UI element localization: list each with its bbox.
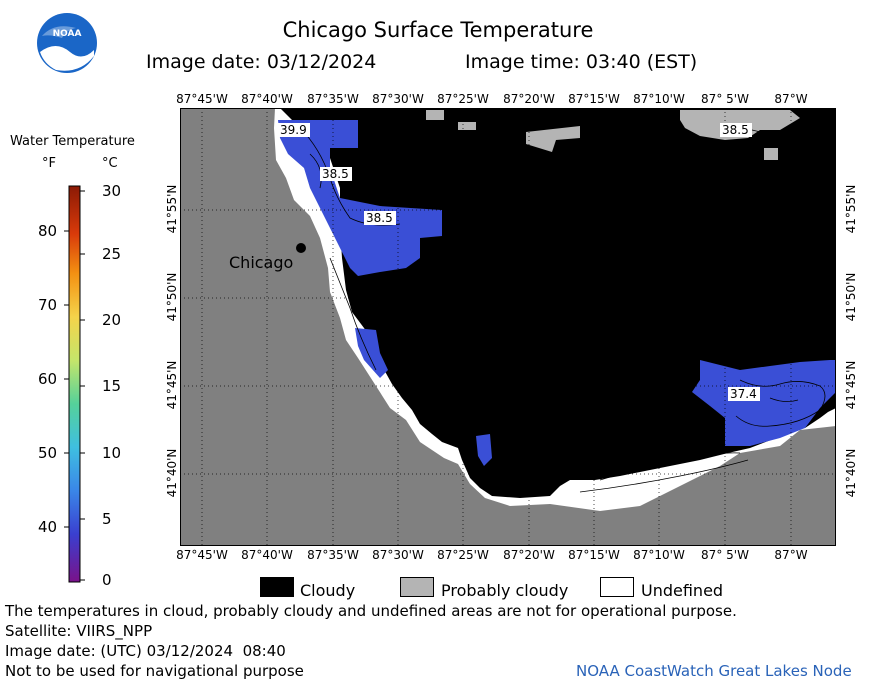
contour-label-box bbox=[364, 211, 396, 225]
lat-label-left: 41°45'N bbox=[165, 360, 179, 410]
lon-label-top: 87°W bbox=[774, 92, 808, 106]
lon-label-top: 87°10'W bbox=[633, 92, 685, 106]
lon-label-top: 87°40'W bbox=[241, 92, 293, 106]
noaa-logo: NOAA bbox=[37, 13, 97, 73]
probably-cloudy-patch bbox=[526, 126, 580, 152]
lon-label-bottom: 87°45'W bbox=[176, 548, 228, 562]
image-time: Image time: 03:40 (EST) bbox=[465, 51, 698, 73]
colorbar-label-c: 0 bbox=[102, 571, 112, 589]
satellite-text: Satellite: VIIRS_NPP bbox=[5, 622, 153, 640]
lon-label-bottom: 87°25'W bbox=[437, 548, 489, 562]
legend-label-probably-cloudy: Probably cloudy bbox=[441, 581, 569, 600]
noaa-logo-text: NOAA bbox=[53, 29, 82, 39]
colorbar-label-f: 80 bbox=[38, 222, 58, 240]
legend-swatch-undefined bbox=[600, 577, 634, 597]
lon-label-top: 87°35'W bbox=[307, 92, 359, 106]
contour-label: 38.5 bbox=[322, 167, 349, 181]
colorbar-label-c: 5 bbox=[102, 510, 112, 528]
contour-label-box bbox=[720, 123, 752, 137]
lon-label-top: 87°45'W bbox=[176, 92, 228, 106]
probably-cloudy-patch bbox=[426, 110, 444, 120]
lon-label-top: 87°20'W bbox=[503, 92, 555, 106]
lon-label-bottom: 87°10'W bbox=[633, 548, 685, 562]
disclaimer-text: The temperatures in cloud, probably clou… bbox=[5, 602, 737, 620]
colorbar-label-c: 25 bbox=[102, 245, 122, 263]
probably-cloudy-patch bbox=[764, 148, 778, 160]
lon-label-bottom: 87°40'W bbox=[241, 548, 293, 562]
credit-text: NOAA CoastWatch Great Lakes Node bbox=[576, 662, 852, 680]
probably-cloudy-patch bbox=[458, 122, 476, 130]
legend-swatch-probably-cloudy bbox=[400, 577, 434, 597]
chicago-marker bbox=[296, 243, 306, 253]
lat-label-right: 41°40'N bbox=[844, 448, 858, 498]
contour-label-box bbox=[278, 123, 310, 137]
contour-label: 38.5 bbox=[366, 211, 393, 225]
colorbar-unit-f: °F bbox=[42, 156, 56, 171]
lat-label-left: 41°50'N bbox=[165, 272, 179, 322]
lon-label-top: 87°30'W bbox=[372, 92, 424, 106]
colorbar-label-f: 70 bbox=[38, 296, 58, 314]
lon-label-top: 87°25'W bbox=[437, 92, 489, 106]
colorbar-label-f: 60 bbox=[38, 370, 58, 388]
lon-label-bottom: 87° 5'W bbox=[701, 548, 749, 562]
lat-label-right: 41°45'N bbox=[844, 360, 858, 410]
page-title: Chicago Surface Temperature bbox=[282, 18, 594, 42]
colorbar-label-f: 40 bbox=[38, 518, 58, 536]
lon-label-bottom: 87°30'W bbox=[372, 548, 424, 562]
colorbar bbox=[64, 185, 85, 583]
lon-label-top: 87°15'W bbox=[568, 92, 620, 106]
colorbar-label-c: 15 bbox=[102, 377, 122, 395]
colorbar-label-c: 30 bbox=[102, 182, 122, 200]
lon-label-bottom: 87°35'W bbox=[307, 548, 359, 562]
image-date: Image date: 03/12/2024 bbox=[146, 51, 377, 73]
lat-label-left: 41°55'N bbox=[165, 184, 179, 234]
lat-label-left: 41°40'N bbox=[165, 448, 179, 498]
utc-date-text: Image date: (UTC) 03/12/2024 08:40 bbox=[5, 642, 286, 660]
colorbar-label-f: 50 bbox=[38, 444, 58, 462]
lon-label-bottom: 87°15'W bbox=[568, 548, 620, 562]
lon-label-bottom: 87°20'W bbox=[503, 548, 555, 562]
legend-swatch-cloudy bbox=[260, 577, 294, 597]
cold-water-patch-south bbox=[355, 328, 388, 378]
cloudy-area bbox=[280, 108, 836, 498]
legend-label-cloudy: Cloudy bbox=[300, 581, 356, 600]
lon-label-top: 87° 5'W bbox=[701, 92, 749, 106]
city-label-chicago: Chicago bbox=[229, 253, 294, 272]
contour-label-box bbox=[320, 167, 352, 181]
temperature-map: 39.9 38.5 38.5 38.5 37.4 bbox=[180, 108, 836, 546]
cold-water-patch-small bbox=[476, 434, 492, 466]
contour-label: 38.5 bbox=[722, 123, 749, 137]
legend-label-undefined: Undefined bbox=[641, 581, 724, 600]
contour-label-box bbox=[728, 387, 760, 401]
lat-label-right: 41°50'N bbox=[844, 272, 858, 322]
colorbar-title: Water Temperature bbox=[10, 134, 135, 149]
colorbar-unit-c: °C bbox=[102, 156, 118, 171]
lat-label-right: 41°55'N bbox=[844, 184, 858, 234]
navigation-warning: Not to be used for navigational purpose bbox=[5, 662, 304, 680]
lon-label-bottom: 87°W bbox=[774, 548, 808, 562]
colorbar-label-c: 20 bbox=[102, 311, 122, 329]
contour-label: 39.9 bbox=[280, 123, 307, 137]
colorbar-label-c: 10 bbox=[102, 444, 122, 462]
contour-label: 37.4 bbox=[730, 387, 757, 401]
cold-water-chicago bbox=[278, 120, 442, 276]
